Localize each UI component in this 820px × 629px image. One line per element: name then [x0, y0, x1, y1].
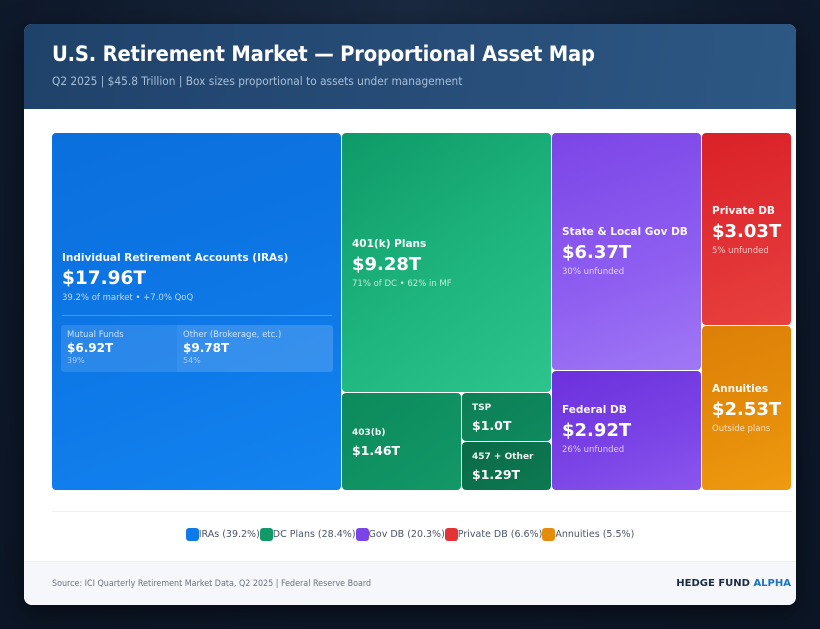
footer: Source: ICI Quarterly Retirement Market … [24, 561, 796, 605]
box-note: 39.2% of market • +7.0% QoQ [62, 293, 194, 303]
chart-subtitle: Q2 2025 | $45.8 Trillion | Box sizes pro… [52, 74, 463, 88]
box-value: $3.03T [712, 221, 782, 242]
box-note: Outside plans [712, 424, 771, 434]
box-label: Private DB [712, 205, 775, 217]
box-note: 30% unfunded [562, 267, 625, 277]
box-note: 26% unfunded [562, 445, 625, 455]
legend-item-dc-plans[interactable]: DC Plans (28.4%) [259, 527, 356, 541]
box-value: $1.29T [472, 467, 521, 482]
box-label: Federal DB [562, 404, 627, 416]
ira-sub-other[interactable]: Other (Brokerage, etc.) $9.78T 54% [183, 330, 282, 365]
box-label: 401(k) Plans [352, 238, 427, 250]
source-note: Source: ICI Quarterly Retirement Market … [52, 579, 372, 589]
treemap-box-ira[interactable]: Individual Retirement Accounts (IRAs) $1… [52, 133, 341, 490]
treemap-box-457-other[interactable]: 457 + Other $1.29T [462, 442, 551, 490]
box-note: 5% unfunded [712, 246, 769, 256]
legend-item-private-db[interactable]: Private DB (6.6%) [444, 527, 542, 541]
treemap-box-state-local-db[interactable]: State & Local Gov DB $6.37T 30% unfunded [552, 133, 701, 370]
treemap-box-federal-db[interactable]: Federal DB $2.92T 26% unfunded [552, 371, 701, 490]
swatch-icon [259, 527, 273, 541]
chart-header: U.S. Retirement Market — Proportional As… [24, 24, 796, 109]
swatch-icon [185, 527, 199, 541]
legend-item-iras[interactable]: IRAs (39.2%) [185, 527, 260, 541]
box-label: TSP [472, 403, 492, 413]
treemap-box-private-db[interactable]: Private DB $3.03T 5% unfunded [702, 133, 791, 325]
legend-item-gov-db[interactable]: Gov DB (20.3%) [355, 527, 445, 541]
legend: IRAs (39.2%) DC Plans (28.4%) Gov DB (20… [24, 526, 796, 542]
swatch-icon [444, 527, 458, 541]
box-note: 71% of DC • 62% in MF [352, 279, 452, 289]
box-label: Annuities [712, 383, 769, 395]
chart-title: U.S. Retirement Market — Proportional As… [52, 42, 595, 66]
box-value: $1.0T [472, 418, 512, 433]
legend-item-annuities[interactable]: Annuities (5.5%) [542, 527, 634, 541]
swatch-icon [355, 527, 369, 541]
box-label: State & Local Gov DB [562, 226, 688, 238]
ira-sub-mutual-funds[interactable]: Mutual Funds $6.92T 39% [67, 330, 124, 365]
box-label: Individual Retirement Accounts (IRAs) [62, 252, 289, 264]
swatch-icon [542, 527, 556, 541]
treemap-box-annuities[interactable]: Annuities $2.53T Outside plans [702, 326, 791, 490]
box-label: 457 + Other [472, 452, 534, 462]
box-value: $2.92T [562, 420, 632, 441]
brand-logo: HEDGE FUND ALPHA [676, 578, 791, 589]
box-value: $2.53T [712, 399, 782, 420]
chart-card: U.S. Retirement Market — Proportional As… [24, 24, 796, 605]
box-value: $9.28T [352, 254, 422, 275]
treemap-box-401k[interactable]: 401(k) Plans $9.28T 71% of DC • 62% in M… [342, 133, 551, 392]
divider [62, 315, 332, 316]
treemap-box-403b[interactable]: 403(b) $1.46T [342, 393, 461, 490]
ira-breakdown: Mutual Funds $6.92T 39% Other (Brokerage… [61, 325, 333, 372]
box-label: 403(b) [352, 428, 386, 438]
legend-divider [52, 511, 792, 512]
box-value: $17.96T [62, 268, 147, 289]
box-value: $1.46T [352, 443, 401, 458]
box-value: $6.37T [562, 242, 632, 263]
treemap: Individual Retirement Accounts (IRAs) $1… [52, 133, 792, 491]
treemap-box-tsp[interactable]: TSP $1.0T [462, 393, 551, 441]
